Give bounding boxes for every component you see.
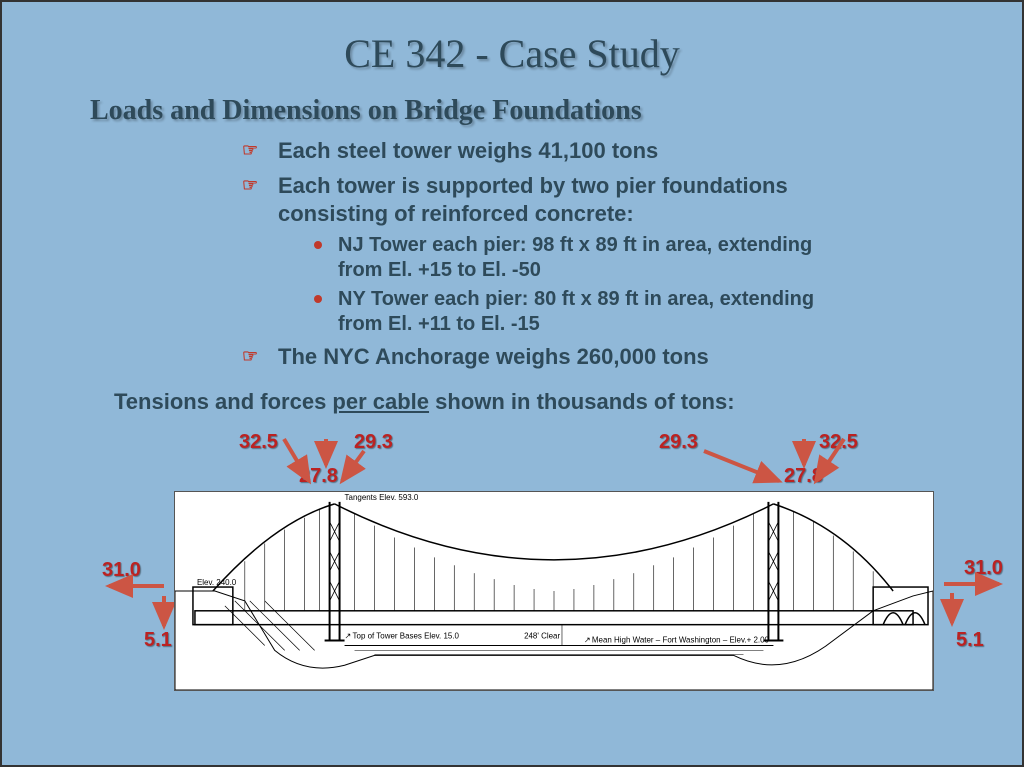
sub-bullet-list: NJ Tower each pier: 98 ft x 89 ft in are… [314, 233, 982, 337]
force-label: 32.5 [819, 431, 858, 454]
dot-icon [314, 295, 322, 303]
sub-bullet: NY Tower each pier: 80 ft x 89 ft in are… [314, 287, 982, 337]
subtitle: Loads and Dimensions on Bridge Foundatio… [90, 95, 982, 127]
force-label: 32.5 [239, 431, 278, 454]
diagram-label: Elev. 240.0 [197, 578, 237, 587]
diagram-label: Tangents Elev. 593.0 [345, 493, 419, 502]
bridge-svg: Tangents Elev. 593.0 Elev. 240.0 ↗ Top o… [175, 492, 933, 690]
force-label: 27.8 [299, 465, 338, 488]
caption-post: shown in thousands of tons: [429, 389, 735, 414]
bullet-text: The NYC Anchorage weighs 260,000 tons [278, 344, 709, 369]
force-label: 5.1 [144, 629, 172, 652]
hand-icon: ☞ [242, 139, 258, 162]
bullet-text: Each steel tower weighs 41,100 tons [278, 138, 658, 163]
diagram-label: ↗ [345, 632, 352, 641]
force-label: 5.1 [956, 629, 984, 652]
bridge-drawing: Tangents Elev. 593.0 Elev. 240.0 ↗ Top o… [174, 491, 934, 691]
bullet-text: Each tower is supported by two pier foun… [278, 173, 788, 198]
bullet-item: ☞ Each tower is supported by two pier fo… [242, 172, 982, 337]
sub-bullet-text: NY Tower each pier: 80 ft x 89 ft in are… [338, 288, 814, 310]
sub-bullet: NJ Tower each pier: 98 ft x 89 ft in are… [314, 233, 982, 283]
force-label: 29.3 [659, 431, 698, 454]
diagram-label: Top of Tower Bases Elev. 15.0 [353, 632, 460, 641]
diagram-label: Mean High Water – Fort Washington – Elev… [592, 636, 770, 645]
bridge-diagram: 32.5 29.3 27.8 29.3 32.5 27.8 27.5 27.5 … [104, 421, 1004, 691]
diagram-label: ↗ [584, 636, 591, 645]
bullet-text: consisting of reinforced concrete: [278, 201, 634, 226]
hand-icon: ☞ [242, 174, 258, 197]
sub-bullet-text: NJ Tower each pier: 98 ft x 89 ft in are… [338, 234, 812, 256]
force-label: 29.3 [354, 431, 393, 454]
dot-icon [314, 241, 322, 249]
caption-mid: per cable [332, 389, 429, 414]
bullet-item: ☞ Each steel tower weighs 41,100 tons [242, 137, 982, 166]
diagram-label: 248' Clear [524, 632, 560, 641]
slide: CE 342 - Case Study Loads and Dimensions… [0, 0, 1024, 767]
bullet-item: ☞ The NYC Anchorage weighs 260,000 tons [242, 343, 982, 372]
caption-pre: Tensions and forces [114, 389, 332, 414]
tensions-caption: Tensions and forces per cable shown in t… [114, 389, 982, 415]
page-title: CE 342 - Case Study [42, 30, 982, 77]
hand-icon: ☞ [242, 345, 258, 368]
force-label: 27.8 [784, 465, 823, 488]
sub-bullet-text: from El. +11 to El. -15 [338, 313, 540, 335]
force-label: 31.0 [964, 557, 1003, 580]
force-label: 31.0 [102, 559, 141, 582]
bullet-list: ☞ Each steel tower weighs 41,100 tons ☞ … [242, 137, 982, 371]
sub-bullet-text: from El. +15 to El. -50 [338, 259, 541, 281]
